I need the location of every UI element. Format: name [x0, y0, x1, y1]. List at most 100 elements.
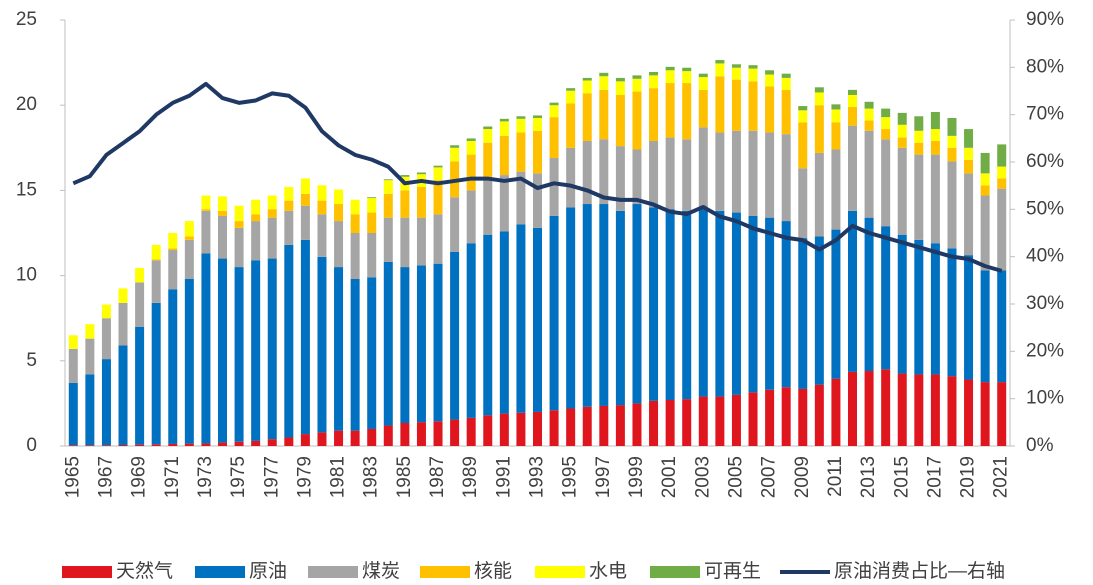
bar-segment — [615, 81, 625, 95]
bar-segment — [997, 270, 1007, 383]
bar-segment — [549, 410, 559, 446]
bar-segment — [599, 204, 609, 406]
bar-segment — [897, 147, 907, 235]
bar-segment — [582, 204, 592, 407]
legend-label: 天然气 — [116, 560, 173, 582]
bar-segment — [549, 102, 559, 106]
bar-segment — [748, 130, 758, 216]
bar-segment — [897, 234, 907, 374]
bar-segment — [914, 154, 924, 240]
bar-segment — [831, 104, 841, 110]
bar-segment — [781, 387, 791, 446]
legend-swatch — [535, 566, 585, 578]
bar-segment — [317, 200, 327, 215]
bar-segment — [284, 244, 294, 438]
legend-label: 水电 — [589, 560, 627, 582]
bar-segment — [665, 137, 675, 210]
bar-segment — [218, 215, 227, 259]
bar-segment — [466, 243, 476, 418]
bar-segment — [765, 217, 775, 390]
bar-segment — [499, 175, 509, 232]
bar-segment — [267, 258, 277, 440]
bar-segment — [582, 140, 592, 205]
bar-segment — [533, 117, 542, 131]
bar-segment — [881, 369, 891, 446]
bar-segment — [930, 129, 940, 141]
bar-segment — [383, 261, 393, 426]
bar-segment — [848, 94, 857, 107]
bar-segment — [201, 210, 211, 254]
bar-segment — [649, 400, 659, 446]
bar-segment — [814, 87, 824, 93]
bar-segment — [68, 348, 78, 383]
y2-tick-label: 30% — [1026, 293, 1064, 314]
bar-segment — [715, 396, 725, 446]
bar-segment — [218, 210, 227, 216]
bar-segment — [964, 129, 974, 148]
bar-segment — [450, 147, 460, 162]
bar-segment — [433, 263, 443, 422]
x-tick-label: 1989 — [460, 456, 481, 498]
bar-segment — [549, 215, 559, 411]
bar-segment — [168, 250, 178, 290]
bar-segment — [599, 76, 609, 90]
bar-segment — [731, 64, 741, 68]
bar-segment — [649, 71, 659, 76]
bar-segment — [317, 185, 327, 201]
bar-segment — [383, 193, 393, 218]
legend-label: 核能 — [474, 560, 512, 582]
bar-segment — [118, 302, 128, 346]
bar-segment — [665, 83, 675, 138]
x-tick-label: 2017 — [924, 456, 945, 498]
bar-segment — [582, 80, 592, 94]
bar-segment — [101, 304, 111, 319]
bar-segment — [748, 81, 758, 131]
bar-segment — [433, 165, 443, 168]
bar-segment — [765, 389, 775, 446]
bar-segment — [433, 167, 443, 181]
bar-segment — [101, 359, 111, 446]
y2-tick-label: 90% — [1026, 9, 1064, 30]
bar-segment — [781, 134, 791, 222]
bar-segment — [964, 159, 974, 174]
bar-segment — [947, 376, 957, 446]
x-tick-label: 1995 — [560, 456, 581, 498]
x-tick-label: 1985 — [394, 456, 415, 498]
bar-segment — [980, 270, 990, 383]
bar-segment — [964, 147, 974, 160]
bar-segment — [582, 77, 592, 81]
bar-segment — [582, 93, 592, 141]
bar-segment — [85, 445, 95, 446]
bar-segment — [632, 149, 642, 205]
bar-segment — [798, 122, 808, 169]
bar-segment — [848, 89, 857, 95]
bar-segment — [914, 239, 924, 375]
y2-tick-label: 50% — [1026, 198, 1064, 219]
bar-segment — [798, 168, 808, 239]
bar-segment — [118, 288, 128, 303]
bar-segment — [980, 173, 990, 186]
bar-segment — [466, 190, 476, 244]
bar-segment — [300, 178, 310, 194]
bar-segment — [334, 189, 344, 205]
bar-segment — [284, 437, 294, 446]
bar-segment — [251, 199, 261, 215]
bar-segment — [267, 439, 277, 446]
bar-segment — [914, 116, 924, 131]
bar-segment — [698, 89, 708, 128]
bar-segment — [516, 116, 526, 119]
bar-segment — [964, 173, 974, 256]
bar-segment — [218, 442, 227, 446]
x-tick-label: 2021 — [991, 456, 1012, 498]
bar-segment — [798, 238, 808, 389]
bar-segment — [731, 212, 741, 395]
bar-segment — [533, 130, 542, 174]
bar-segment — [135, 267, 145, 283]
bar-segment — [814, 236, 824, 385]
bar-segment — [765, 86, 775, 133]
bar-segment — [267, 195, 277, 210]
bar-segment — [582, 406, 592, 446]
bar-segment — [615, 210, 625, 406]
bar-segment — [184, 239, 194, 280]
bar-segment — [649, 207, 659, 401]
